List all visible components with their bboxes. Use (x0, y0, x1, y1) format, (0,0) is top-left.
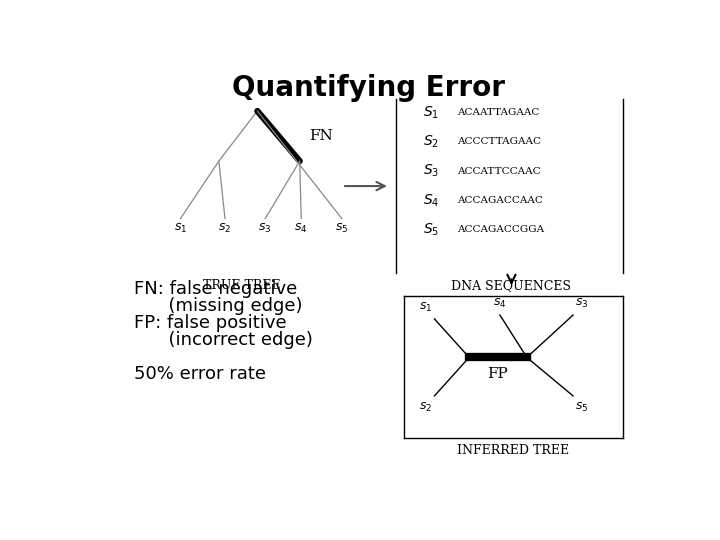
Text: DNA SEQUENCES: DNA SEQUENCES (451, 279, 572, 292)
Text: $s_4$: $s_4$ (493, 298, 507, 310)
Text: FP: false positive: FP: false positive (134, 314, 287, 332)
Text: (incorrect edge): (incorrect edge) (134, 331, 313, 349)
Text: $s_5$: $s_5$ (336, 222, 348, 235)
Text: $S_1$: $S_1$ (423, 104, 439, 121)
Text: FP: FP (487, 367, 508, 381)
Text: TRUE TREE: TRUE TREE (203, 279, 281, 292)
Text: $s_3$: $s_3$ (575, 298, 589, 310)
Text: $s_4$: $s_4$ (294, 222, 308, 235)
Text: FN: false negative: FN: false negative (134, 280, 297, 299)
Text: ACCCTTAGAAC: ACCCTTAGAAC (457, 137, 541, 146)
Text: INFERRED TREE: INFERRED TREE (457, 444, 570, 457)
Text: ACCAGACCGGA: ACCAGACCGGA (457, 225, 544, 234)
Text: FN: FN (309, 129, 333, 143)
Text: $S_4$: $S_4$ (423, 192, 439, 208)
Text: ACAATTAGAAC: ACAATTAGAAC (457, 108, 540, 117)
Text: ACCATTCCAAC: ACCATTCCAAC (457, 166, 541, 176)
Text: ACCAGACCAAC: ACCAGACCAAC (457, 196, 544, 205)
Text: (missing edge): (missing edge) (134, 298, 302, 315)
Text: $S_5$: $S_5$ (423, 221, 439, 238)
Text: $s_2$: $s_2$ (419, 401, 432, 414)
Text: 50% error rate: 50% error rate (134, 365, 266, 383)
Text: $s_5$: $s_5$ (575, 401, 589, 414)
Text: $s_3$: $s_3$ (258, 222, 271, 235)
Text: $s_2$: $s_2$ (218, 222, 232, 235)
Text: Quantifying Error: Quantifying Error (233, 74, 505, 102)
Text: $s_1$: $s_1$ (419, 301, 432, 314)
Text: $s_1$: $s_1$ (174, 222, 187, 235)
Text: $S_3$: $S_3$ (423, 163, 439, 179)
Text: $S_2$: $S_2$ (423, 133, 439, 150)
